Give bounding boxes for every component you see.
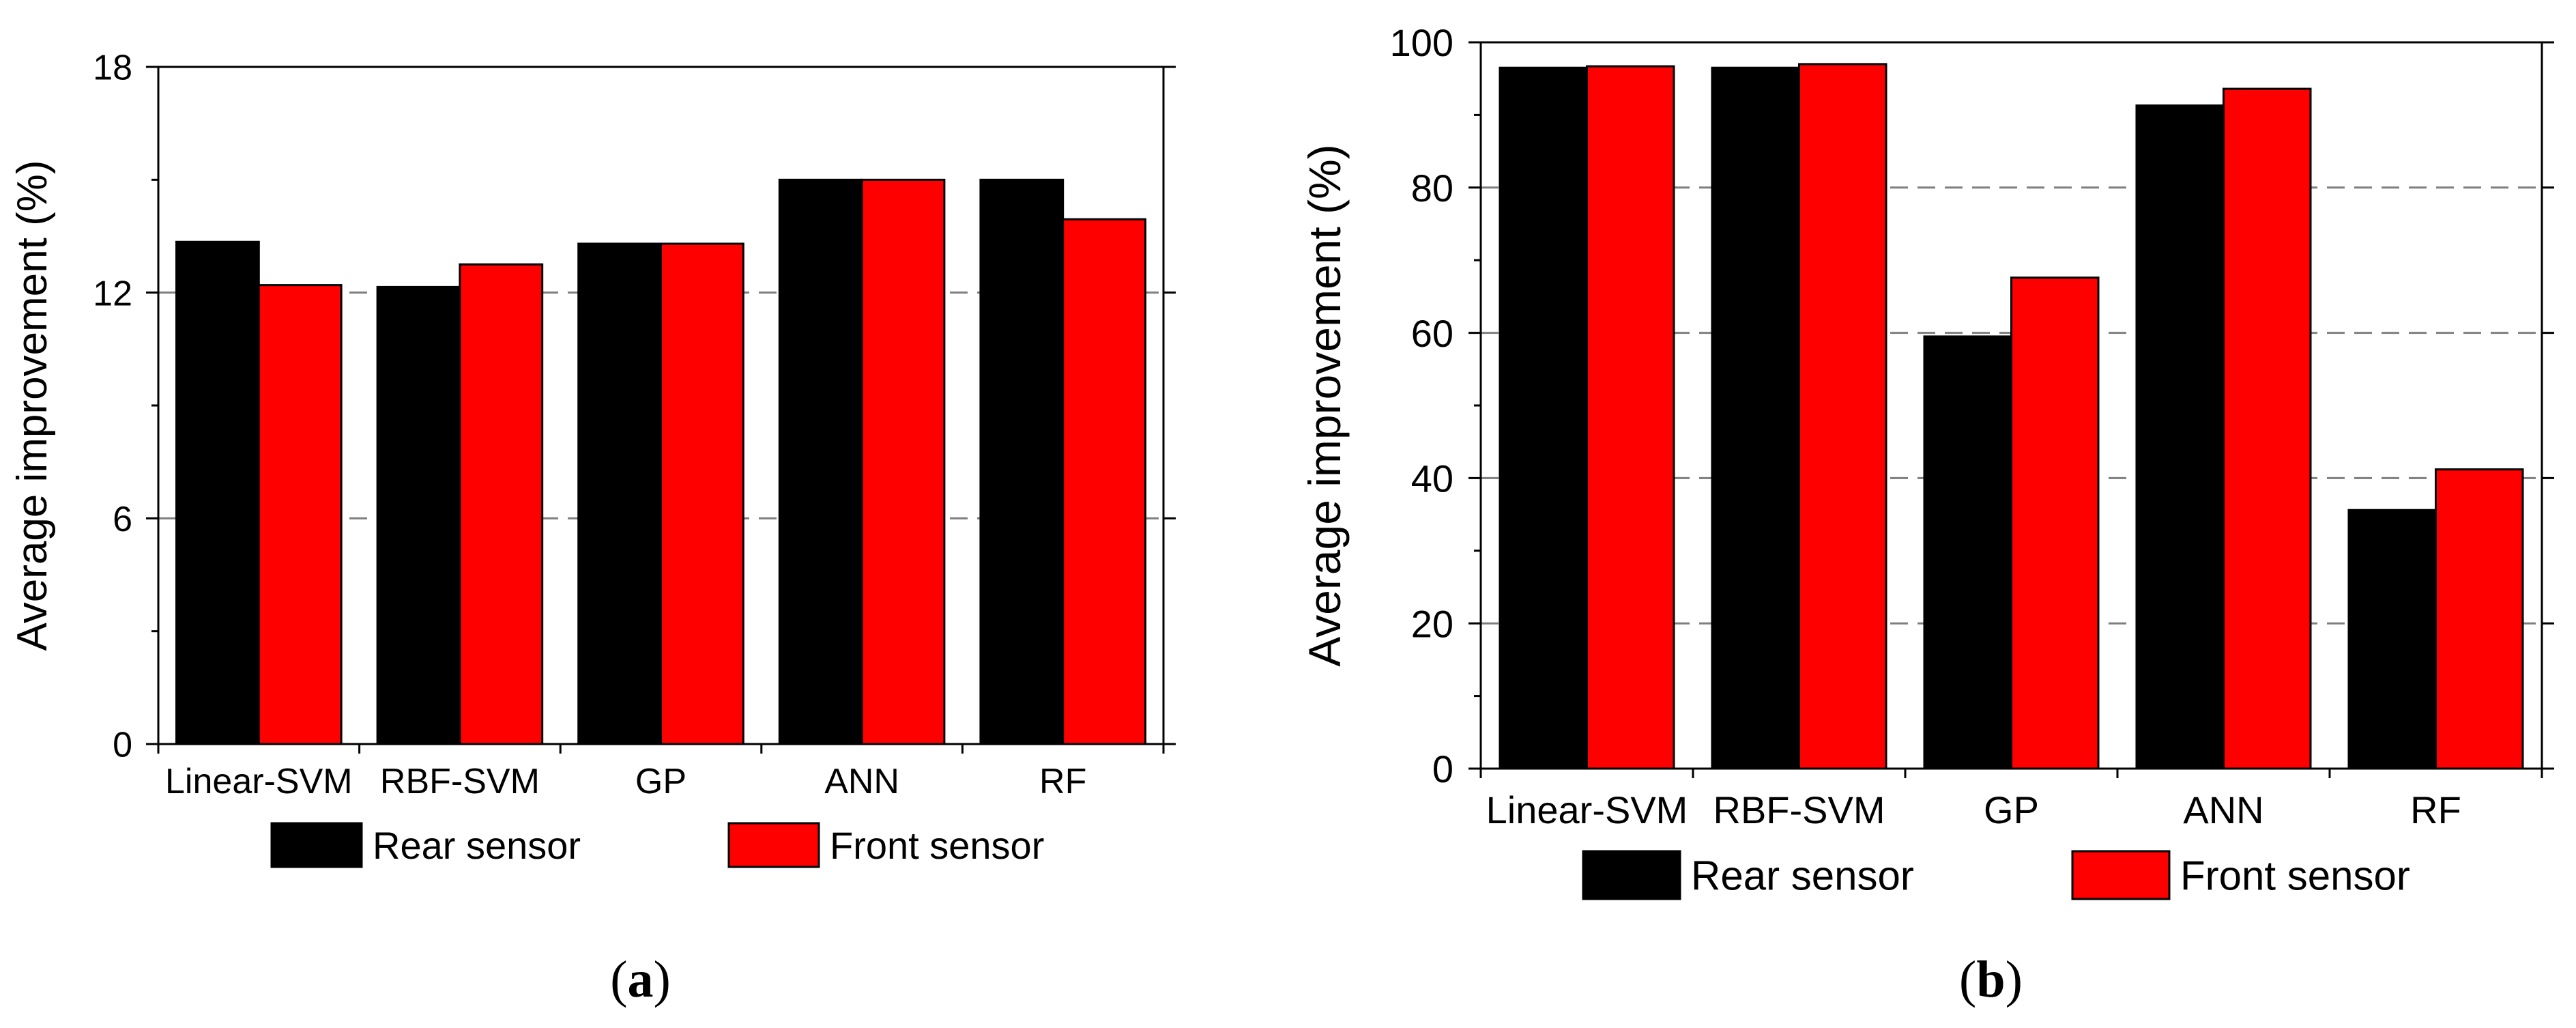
panel-label: (b) (1959, 951, 2023, 1008)
bar-front-linear-svm (257, 284, 343, 745)
x-tick-label: ANN (2183, 788, 2263, 831)
plot-frame (1479, 41, 2543, 770)
y-tick-label: 12 (93, 274, 132, 313)
bar-front-ann (2223, 87, 2312, 770)
chart-panel-a: Linear-SVM RBF-SVM GP ANN RF 0 6 12 18 Average im… (9, 48, 1176, 1008)
legend-label-front: Front sensor (830, 824, 1044, 867)
bar-front-linear-svm (1586, 65, 1675, 770)
y-tick-label: 100 (1390, 21, 1453, 64)
x-tick-label: RBF-SVM (380, 762, 540, 801)
legend-swatch-front (727, 822, 820, 868)
x-tick-label: GP (1984, 788, 2039, 831)
legend-swatch-rear (1582, 850, 1681, 900)
x-tick-label: ANN (824, 762, 899, 801)
bar-front-gp (660, 242, 744, 745)
bar-front-rbf-svm (1798, 63, 1887, 770)
x-tick-label: Linear-SVM (1486, 788, 1688, 831)
x-tick-label: GP (635, 762, 686, 801)
y-tick-label: 40 (1411, 457, 1453, 500)
legend-swatch-front (2071, 850, 2171, 900)
x-tick-label: RF (1039, 762, 1086, 801)
bar-rear-rf (979, 178, 1065, 745)
bar-rear-rbf-svm (1711, 66, 1800, 770)
y-tick-label: 0 (1432, 747, 1453, 790)
chart-panel-b: Linear-SVM RBF-SVM GP ANN RF 0 20 40 60 80 100 Aver… (1299, 21, 2554, 1008)
bar-front-rbf-svm (459, 263, 544, 745)
legend-swatch-rear (270, 822, 363, 868)
y-tick-label: 18 (93, 48, 132, 88)
legend-label-front: Front sensor (2180, 853, 2410, 899)
y-tick-label: 80 (1411, 167, 1453, 210)
x-tick-label: RF (2410, 788, 2461, 831)
y-tick-label: 6 (113, 500, 132, 539)
x-tick-label: RBF-SVM (1713, 788, 1885, 831)
y-tick-label: 0 (113, 726, 132, 765)
bar-front-ann (860, 178, 946, 745)
bar-rear-linear-svm (1499, 66, 1588, 770)
legend-label-rear: Rear sensor (1691, 853, 1914, 899)
bar-rear-rbf-svm (376, 285, 461, 745)
y-axis-label: Average improvement (%) (9, 160, 56, 651)
bar-rear-gp (577, 242, 662, 745)
x-tick-label: Linear-SVM (165, 762, 353, 801)
bar-rear-gp (1923, 335, 2012, 770)
bar-front-rf (2435, 468, 2524, 770)
y-tick-label: 20 (1411, 602, 1453, 645)
bar-rear-linear-svm (175, 240, 260, 745)
bar-rear-rf (2347, 509, 2437, 770)
plot-frame (157, 66, 1165, 745)
bar-rear-ann (2135, 104, 2225, 770)
bar-front-gp (2010, 276, 2100, 770)
legend-label-rear: Rear sensor (373, 824, 581, 867)
y-tick-label: 60 (1411, 312, 1453, 355)
y-axis-label: Average improvement (%) (1299, 144, 1350, 666)
bar-rear-ann (778, 178, 863, 745)
panel-label: (a) (610, 951, 671, 1008)
bar-front-rf (1062, 218, 1146, 745)
